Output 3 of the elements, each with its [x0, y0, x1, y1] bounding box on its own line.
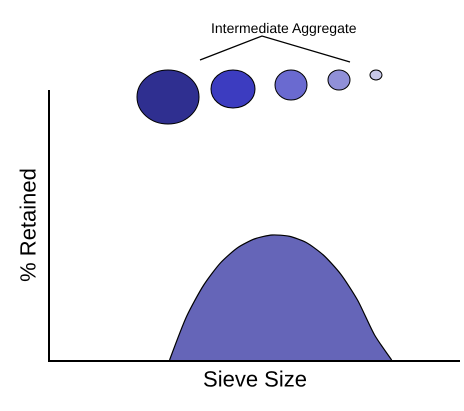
- x-axis-title: Sieve Size: [203, 366, 307, 392]
- y-axis-title: % Retained: [16, 168, 41, 282]
- text: Intermediate Aggregate: [211, 20, 357, 36]
